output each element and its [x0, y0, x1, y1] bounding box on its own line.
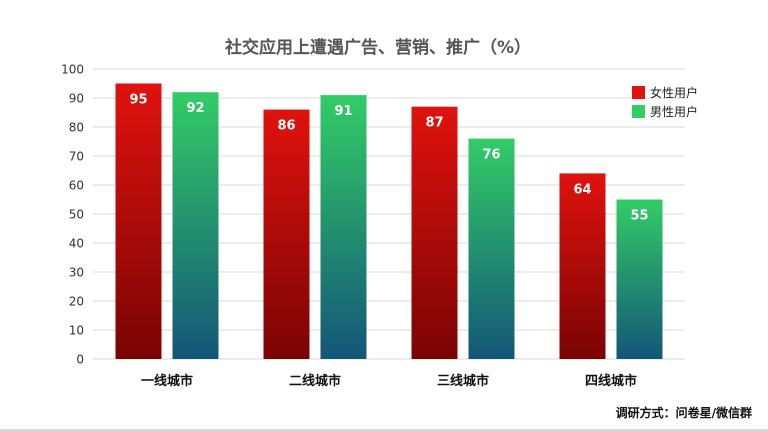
x-tick-label: 三线城市	[437, 373, 489, 389]
y-tick-label: 70	[69, 150, 84, 164]
y-tick-label: 90	[69, 92, 84, 106]
legend-label: 男性用户	[650, 104, 698, 119]
bars: 95 92 86 91 87 76 64 55	[115, 83, 663, 359]
data-label: 64	[573, 182, 591, 197]
bar-male-2	[320, 95, 367, 359]
x-tick-label: 一线城市	[141, 373, 193, 389]
y-tick-label: 40	[69, 237, 84, 251]
y-tick-label: 0	[76, 353, 84, 367]
legend-label: 女性用户	[650, 85, 698, 100]
y-tick-label: 60	[69, 179, 84, 193]
bar-male-3	[468, 138, 515, 359]
y-axis: 0 10 20 30 40 50 60 70 80 90 100	[61, 63, 84, 367]
data-label: 86	[277, 119, 295, 134]
bar-male-4	[616, 199, 663, 359]
y-tick-label: 50	[69, 208, 84, 222]
data-label: 76	[482, 148, 500, 163]
y-tick-label: 10	[69, 324, 84, 338]
data-label: 87	[425, 116, 443, 131]
y-tick-label: 100	[61, 63, 84, 77]
x-tick-label: 四线城市	[585, 373, 637, 389]
source-note: 调研方式：问卷星/微信群	[616, 405, 752, 420]
chart-title: 社交应用上遭遇广告、营销、推广（%）	[224, 37, 531, 58]
y-tick-label: 30	[69, 266, 84, 280]
bar-female-1	[115, 83, 162, 359]
x-axis: 一线城市 二线城市 三线城市 四线城市	[141, 373, 637, 389]
data-label: 92	[186, 101, 204, 116]
bottom-divider	[0, 429, 768, 431]
x-tick-label: 二线城市	[289, 373, 341, 389]
bar-female-3	[411, 106, 458, 359]
bar-female-4	[559, 173, 606, 359]
y-tick-label: 20	[69, 295, 84, 309]
data-label: 95	[129, 93, 147, 108]
data-label: 55	[630, 209, 648, 224]
bar-female-2	[263, 109, 310, 359]
legend-swatch	[632, 86, 645, 99]
y-tick-label: 80	[69, 121, 84, 135]
legend-swatch	[632, 105, 645, 118]
data-label: 91	[334, 104, 352, 119]
bar-male-1	[172, 92, 219, 359]
